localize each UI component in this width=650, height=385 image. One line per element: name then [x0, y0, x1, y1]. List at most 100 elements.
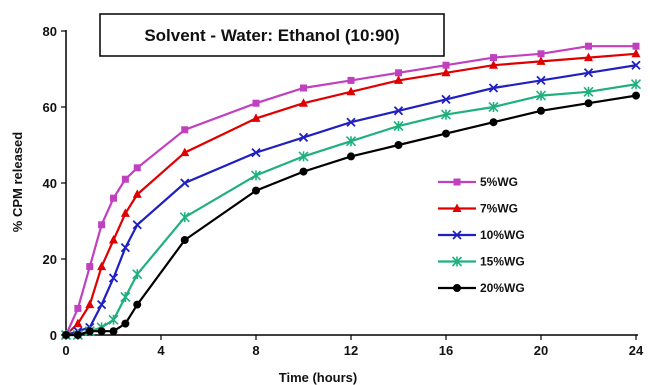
data-point [97, 327, 106, 336]
data-point [132, 189, 142, 198]
data-point [584, 52, 593, 62]
data-point [73, 318, 83, 328]
legend-entry: 5%WG [438, 175, 518, 189]
data-point [181, 126, 189, 134]
series-20pct-wg [62, 91, 640, 339]
title-box [99, 13, 445, 57]
x-tick-label: 20 [534, 343, 548, 358]
data-point [441, 94, 451, 105]
series-15pct-wg [60, 79, 642, 341]
data-point [632, 91, 640, 100]
legend-marker [452, 203, 462, 212]
data-point [180, 178, 190, 188]
x-tick-label: 4 [157, 343, 165, 358]
legend-label: 5%WG [480, 175, 518, 189]
data-point [347, 152, 355, 161]
data-point [62, 331, 70, 339]
data-point [74, 304, 82, 312]
data-point [536, 56, 546, 65]
y-tick-label: 40 [43, 176, 57, 191]
data-point [345, 136, 357, 147]
data-point [584, 99, 593, 108]
data-point [110, 194, 117, 202]
series-7pct-wg [61, 48, 641, 339]
data-point [133, 300, 142, 309]
data-point [537, 50, 545, 58]
legend-marker [453, 178, 461, 186]
data-point [395, 69, 402, 77]
data-point [537, 106, 545, 115]
data-point [97, 261, 107, 271]
x-tick-label: 0 [62, 343, 69, 358]
legend-entry: 7%WG [438, 202, 518, 216]
data-point [132, 269, 143, 280]
x-tick-label: 24 [629, 343, 644, 358]
legend-entry: 15%WG [438, 255, 525, 269]
x-tick-label: 16 [439, 343, 453, 358]
series-line [66, 94, 637, 337]
data-point [180, 147, 190, 157]
legend-entry: 10%WG [438, 228, 525, 242]
data-point [73, 331, 82, 339]
data-point [632, 42, 640, 50]
data-point [120, 291, 131, 303]
data-point [250, 170, 262, 181]
data-point [442, 129, 450, 138]
data-point [133, 164, 141, 172]
legend-label: 7%WG [480, 202, 518, 216]
data-point [108, 314, 119, 325]
legend-entry: 20%WG [438, 281, 525, 295]
y-axis-label: % CPM released [10, 132, 25, 232]
data-point [121, 175, 129, 183]
data-point [489, 118, 498, 127]
legend-marker [453, 284, 461, 292]
data-point [96, 299, 107, 310]
data-point [251, 113, 261, 122]
data-point [442, 61, 450, 69]
data-point [489, 60, 498, 69]
data-point [488, 101, 499, 113]
x-axis-label: Time (hours) [279, 370, 358, 385]
legend-label: 20%WG [480, 281, 525, 295]
data-point [393, 120, 404, 132]
series-line [65, 64, 637, 337]
data-point [109, 327, 118, 336]
data-point [109, 235, 118, 244]
data-point [631, 60, 641, 70]
legend-marker [451, 256, 463, 267]
data-point [252, 186, 260, 195]
data-point [85, 299, 95, 309]
data-point [490, 54, 497, 62]
data-point [585, 42, 592, 50]
y-tick-label: 60 [43, 100, 57, 115]
data-point [98, 221, 106, 229]
data-point [132, 220, 142, 230]
x-tick-label: 8 [252, 343, 259, 358]
data-point [346, 86, 356, 96]
data-point [179, 212, 190, 223]
data-point [440, 109, 452, 120]
data-point [630, 79, 642, 90]
data-point [252, 99, 260, 107]
series-5pct-wg [62, 42, 640, 339]
data-point [536, 75, 546, 86]
data-point [535, 90, 547, 101]
data-point [488, 83, 499, 93]
legend-label: 15%WG [480, 255, 525, 269]
series-10pct-wg [61, 60, 641, 340]
data-point [347, 76, 355, 84]
data-point [583, 68, 594, 78]
data-point [346, 117, 356, 127]
data-point [108, 273, 119, 283]
data-point [85, 327, 94, 336]
data-point [121, 319, 130, 328]
legend-marker [452, 230, 462, 240]
data-point [120, 242, 131, 253]
data-point [631, 48, 641, 58]
data-point [583, 86, 594, 97]
data-point [298, 151, 309, 162]
y-tick-label: 80 [43, 24, 57, 39]
data-point [298, 132, 309, 143]
data-point [120, 208, 130, 217]
